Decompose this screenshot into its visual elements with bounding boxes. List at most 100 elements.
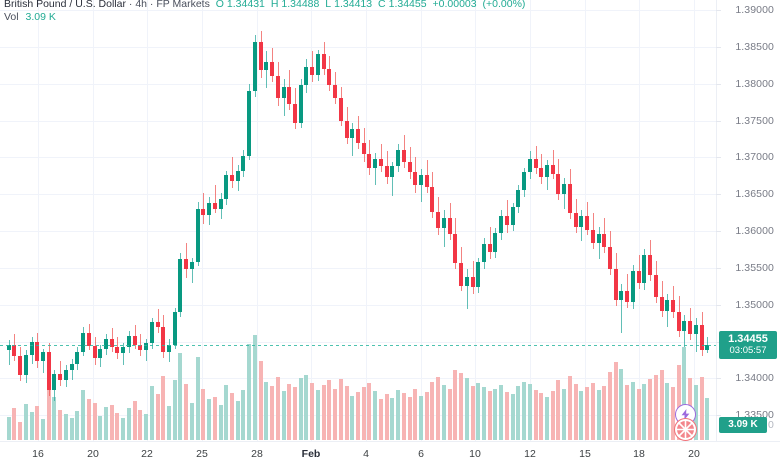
- volume-bar: [81, 390, 85, 440]
- volume-bar: [138, 410, 142, 440]
- volume-bar: [637, 389, 641, 440]
- volume-bar: [625, 385, 629, 440]
- candle-body: [522, 172, 526, 190]
- candle-body: [259, 42, 263, 71]
- volume-bar: [671, 387, 675, 440]
- candle-wick: [122, 343, 124, 366]
- chart-plot-area[interactable]: British Pound / U.S. Dollar · 4h · FP Ma…: [0, 0, 716, 441]
- last-price-line: [0, 345, 716, 346]
- interval-label[interactable]: 4h: [135, 0, 147, 10]
- candle-body: [642, 254, 646, 283]
- volume-bar: [390, 398, 394, 440]
- candle-body: [448, 217, 452, 234]
- volume-bar: [660, 370, 664, 440]
- volume-bar: [614, 362, 618, 440]
- volume-bar: [167, 406, 171, 440]
- uk-flag-icon[interactable]: [674, 418, 697, 441]
- candle-body: [219, 198, 223, 209]
- high-label: H: [270, 0, 279, 10]
- candle-body: [362, 142, 366, 155]
- candle-body: [568, 183, 572, 214]
- close-value: 1.34455: [388, 0, 427, 10]
- candle-body: [333, 85, 337, 99]
- volume-bar: [493, 389, 497, 440]
- candle-body: [316, 54, 320, 75]
- volume-bar: [259, 361, 263, 440]
- candle-body: [12, 344, 16, 357]
- price-tick-label: 1.35000: [735, 299, 774, 311]
- candle-body: [173, 312, 177, 345]
- gridline: [0, 378, 716, 379]
- volume-bar: [115, 413, 119, 440]
- volume-bar: [253, 335, 257, 440]
- last-price-value: 1.34455: [728, 333, 768, 345]
- time-tick-label: 4: [363, 448, 369, 460]
- candle-body: [52, 374, 56, 391]
- volume-bar: [156, 394, 160, 440]
- candle-body: [465, 276, 469, 286]
- candle-wick: [466, 269, 468, 310]
- candle-body: [419, 175, 423, 186]
- candle-body: [127, 335, 131, 348]
- legend-separator-2: ·: [149, 0, 154, 10]
- change-value: +0.00003: [432, 0, 477, 10]
- candle-body: [453, 234, 457, 264]
- volume-bar: [70, 418, 74, 440]
- volume-bar: [585, 387, 589, 440]
- volume-bar: [190, 403, 194, 440]
- gridline: [0, 157, 716, 158]
- volume-bar: [247, 344, 251, 440]
- candle-body: [459, 263, 463, 286]
- time-scale[interactable]: 16 20 22 25 28 Feb 4 6 10 12 15 18 20: [0, 441, 780, 470]
- candle-wick: [59, 360, 61, 386]
- candle-body: [64, 369, 68, 380]
- gridline: [0, 10, 716, 11]
- symbol-name[interactable]: British Pound / U.S. Dollar: [4, 0, 126, 10]
- candle-body: [436, 211, 440, 229]
- time-tick-label: 18: [633, 448, 645, 460]
- volume-bar: [568, 376, 572, 440]
- candle-body: [224, 175, 228, 199]
- last-price-badge: 1.34455 03:05:57: [719, 331, 777, 359]
- candle-body: [81, 332, 85, 352]
- volume-bar: [150, 386, 154, 440]
- candle-body: [184, 259, 188, 270]
- exchange-label[interactable]: FP Markets: [156, 0, 210, 10]
- volume-bar: [367, 383, 371, 440]
- volume-bar: [436, 377, 440, 440]
- candle-body: [121, 347, 125, 354]
- price-scale-divider: [716, 0, 717, 441]
- volume-bar: [144, 414, 148, 440]
- price-tick: [716, 415, 721, 416]
- candle-body: [241, 155, 245, 171]
- candle-body: [700, 325, 704, 351]
- volume-bar: [459, 373, 463, 440]
- candle-wick: [683, 315, 685, 348]
- open-label: O: [215, 0, 224, 10]
- volume-bar: [133, 401, 137, 440]
- price-tick: [716, 342, 721, 343]
- volume-bar: [419, 396, 423, 440]
- volume-bar: [104, 407, 108, 440]
- candle-body: [408, 161, 412, 173]
- candle-body: [413, 172, 417, 186]
- candle-body: [619, 291, 623, 301]
- time-tick-label: 6: [418, 448, 424, 460]
- volume-bar: [648, 379, 652, 440]
- volume-bar: [654, 375, 658, 440]
- candle-body: [133, 335, 137, 345]
- candle-body: [373, 158, 377, 168]
- volume-bar: [350, 396, 354, 440]
- candle-body: [637, 270, 641, 283]
- volume-bar: [299, 378, 303, 440]
- price-tick-label: 1.39000: [735, 4, 774, 16]
- price-scale[interactable]: 1.39000 1.38500 1.38000 1.37500 1.37000 1.365…: [716, 0, 780, 441]
- candle-wick: [489, 226, 491, 260]
- volume-bar: [287, 384, 291, 440]
- volume-bar: [545, 397, 549, 440]
- candle-body: [396, 150, 400, 167]
- volume-bar: [505, 392, 509, 440]
- gridline: [0, 231, 716, 232]
- candle-body: [58, 374, 62, 380]
- gridline: [311, 0, 312, 441]
